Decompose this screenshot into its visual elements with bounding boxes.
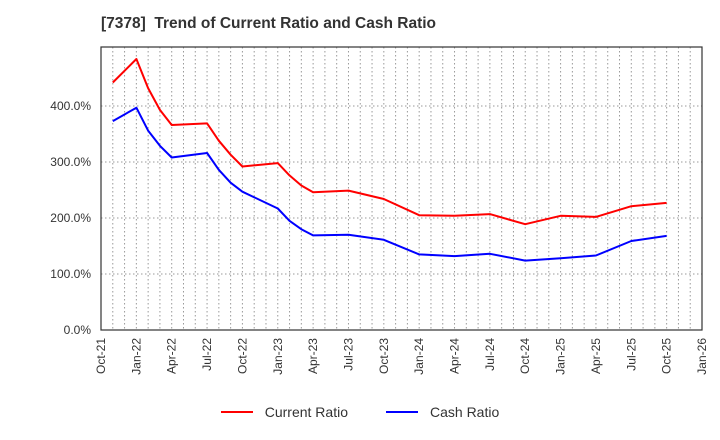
y-tick-label: 300.0%: [50, 155, 91, 169]
x-tick-label: Oct-22: [235, 338, 249, 374]
x-tick-label: Jan-26: [695, 338, 709, 375]
y-tick-label: 100.0%: [50, 267, 91, 281]
y-tick-label: 0.0%: [64, 323, 92, 337]
x-tick-label: Oct-23: [377, 338, 391, 374]
x-tick-label: Oct-21: [94, 338, 108, 374]
line-chart-plot: 0.0% 100.0% 200.0% 300.0% 400.0% Oct-21 Jan-22…: [50, 46, 709, 375]
cash-ratio-line-icon: [386, 411, 418, 413]
x-tick-label: Jan-22: [129, 338, 143, 375]
x-tick-label: Jul-24: [483, 338, 497, 371]
cash-ratio-line: [112, 106, 667, 262]
x-tick-label: Apr-25: [589, 338, 603, 374]
legend: Current Ratio Cash Ratio: [0, 404, 720, 420]
plot-area-border: [100, 46, 703, 331]
legend-label-cash-ratio: Cash Ratio: [430, 404, 500, 420]
y-tick-label: 200.0%: [50, 211, 91, 225]
legend-item-current-ratio: Current Ratio: [220, 404, 348, 420]
current-ratio-line-icon: [220, 411, 253, 413]
y-tick-label: 400.0%: [50, 99, 91, 113]
x-tick-label: Jan-23: [271, 338, 285, 375]
x-tick-label: Jan-25: [554, 338, 568, 375]
x-tick-label: Apr-23: [306, 338, 320, 374]
x-tick-label: Apr-22: [165, 338, 179, 374]
legend-item-cash-ratio: Cash Ratio: [386, 404, 499, 420]
x-tick-label: Jul-22: [200, 338, 214, 371]
current-ratio-line: [112, 58, 667, 226]
x-tick-label: Oct-24: [518, 338, 532, 374]
x-tick-label: Jul-23: [341, 338, 355, 371]
legend-label-current-ratio: Current Ratio: [264, 404, 348, 420]
x-tick-label: Apr-24: [448, 338, 462, 374]
chart-title: [7378] Trend of Current Ratio and Cash R…: [101, 15, 437, 32]
x-tick-label: Oct-25: [660, 338, 674, 374]
x-tick-label: Jan-24: [412, 338, 426, 375]
x-tick-label: Jul-25: [624, 338, 638, 371]
